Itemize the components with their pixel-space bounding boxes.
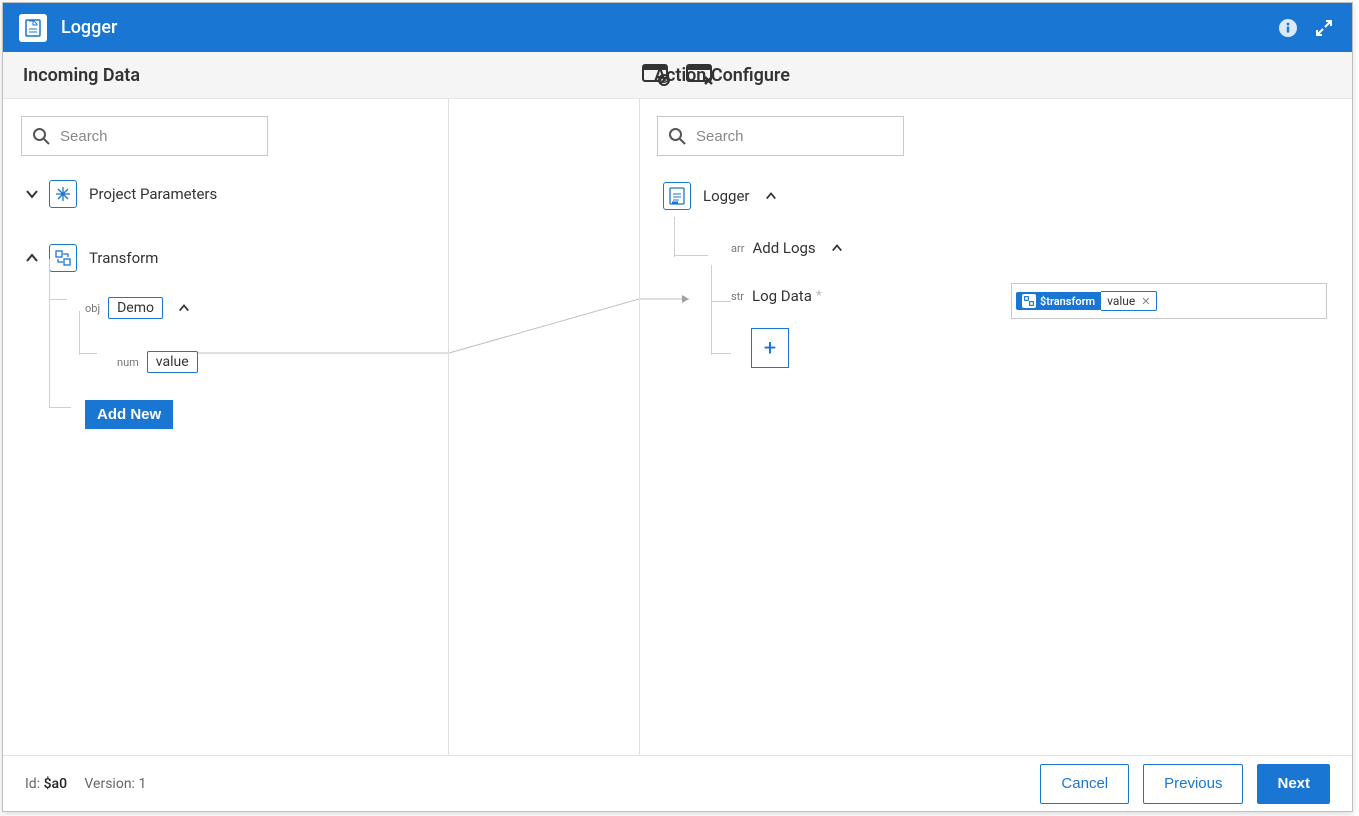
footer-id: Id: $a0 Version: 1 [25,776,146,792]
add-log-entry-button[interactable]: + [751,328,789,368]
transform-icon [49,244,77,272]
chevron-up-icon[interactable] [21,247,43,269]
value-chip[interactable]: value [147,351,198,373]
logger-app-icon [19,14,47,42]
dialog-footer: Id: $a0 Version: 1 Cancel Previous Next [3,755,1352,811]
tree-guide-line [674,217,675,257]
search-icon [668,127,686,145]
logger-node-icon [663,182,691,210]
tree-guide-line [711,353,731,354]
incoming-search-input[interactable] [60,128,257,145]
expand-icon[interactable] [1312,16,1336,40]
tree-guide-line [79,311,80,355]
tree-guide-line [49,299,67,300]
transform-label: Transform [89,249,158,267]
next-button[interactable]: Next [1257,764,1330,804]
tree-guide-line [674,255,708,256]
demo-chip[interactable]: Demo [108,297,163,319]
add-new-button[interactable]: Add New [85,400,173,429]
transform-icon [1022,294,1036,308]
logger-root-label: Logger [703,187,750,205]
add-logs-label: Add Logs [752,239,815,257]
token-value-label: value [1107,294,1135,308]
plus-icon: + [764,336,776,361]
chevron-up-icon[interactable] [173,297,195,319]
tree-node-add-logs[interactable]: arr Add Logs [731,234,1334,262]
type-tag-obj: obj [85,302,100,315]
section-header-bar: Incoming Data Action Configure [3,52,1352,99]
tree-guide-line [49,407,71,408]
token-value[interactable]: value ✕ [1101,291,1157,311]
tree-node-project-parameters[interactable]: Project Parameters [21,180,430,208]
previous-button[interactable]: Previous [1143,764,1243,804]
cancel-button[interactable]: Cancel [1040,764,1129,804]
tree-node-demo[interactable]: obj Demo [21,294,430,322]
remove-token-icon[interactable]: ✕ [1141,295,1150,308]
tree-node-transform[interactable]: Transform [21,244,430,272]
action-configure-panel: Logger arr Add Logs str Log Data [639,99,1352,755]
incoming-search-box[interactable] [21,116,268,156]
action-configure-title: Action Configure [654,65,790,86]
token-source[interactable]: $transform [1016,292,1101,310]
incoming-data-title: Incoming Data [23,65,140,86]
type-tag-num: num [117,356,139,369]
connector-panel [449,99,639,755]
action-search-box[interactable] [657,116,904,156]
titlebar: Logger [3,3,1352,52]
tree-guide-line [49,259,50,407]
required-star-icon: * [816,288,822,304]
snowflake-icon [49,180,77,208]
log-data-value-field[interactable]: $transform value ✕ [1011,283,1327,319]
logger-dialog: Logger Incoming Data Action Configure [2,2,1353,812]
tree-guide-line [711,265,712,355]
type-tag-arr: arr [731,242,744,255]
incoming-data-panel: Project Parameters Transform [3,99,449,755]
dialog-title: Logger [61,17,117,38]
log-data-label: Log Data [752,287,812,305]
info-icon[interactable] [1276,16,1300,40]
add-log-entry-row: + [751,334,1334,362]
token-source-label: $transform [1040,295,1095,308]
tree-guide-line [79,353,97,354]
chevron-down-icon[interactable] [21,183,43,205]
tree-guide-line [711,301,731,302]
project-parameters-label: Project Parameters [89,185,217,203]
action-search-input[interactable] [696,128,893,145]
chevron-up-icon[interactable] [760,185,782,207]
search-icon [32,127,50,145]
incoming-tree: Project Parameters Transform [21,180,430,428]
chevron-up-icon[interactable] [826,237,848,259]
type-tag-str: str [731,290,744,303]
dialog-body: Project Parameters Transform [3,99,1352,755]
tree-node-logger-root[interactable]: Logger [663,182,1334,210]
action-tree: Logger arr Add Logs str Log Data [657,182,1334,362]
